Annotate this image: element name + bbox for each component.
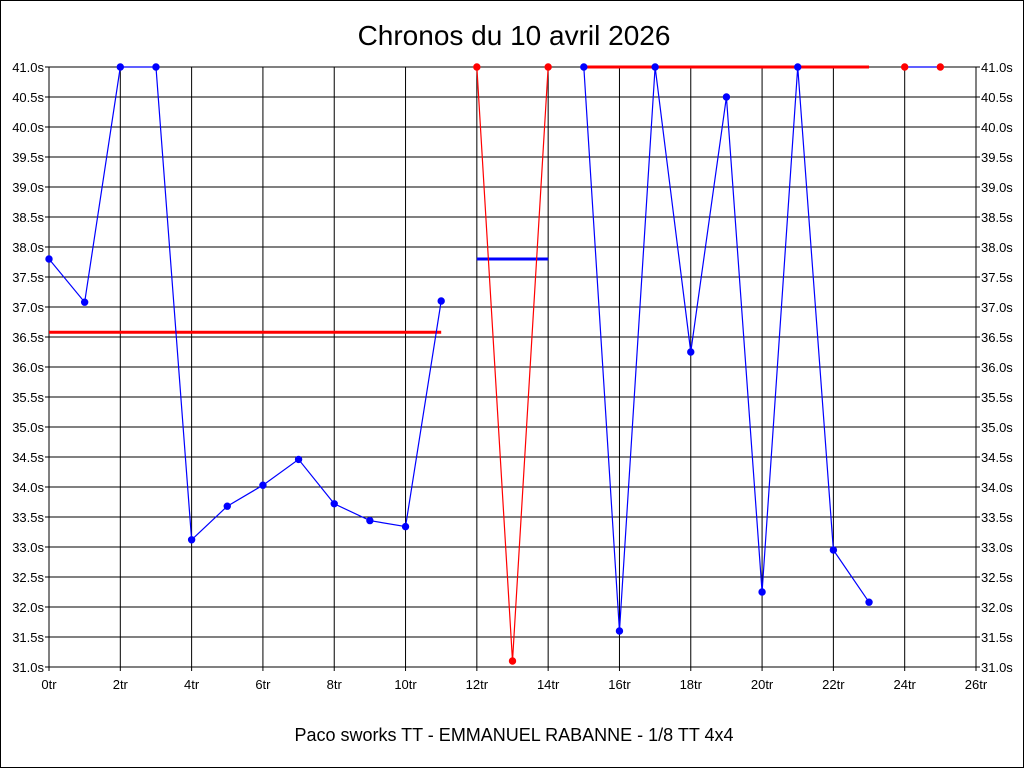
data-point	[794, 63, 802, 71]
data-point	[865, 598, 873, 606]
y-tick-label-right: 35.5s	[981, 390, 1013, 405]
y-tick-label-left: 35.5s	[12, 390, 44, 405]
data-point	[330, 500, 338, 508]
y-tick-label-right: 38.0s	[981, 240, 1013, 255]
x-tick-label: 14tr	[537, 677, 560, 692]
x-tick-label: 2tr	[113, 677, 129, 692]
y-tick-label-left: 39.5s	[12, 150, 44, 165]
x-tick-label: 10tr	[394, 677, 417, 692]
data-point	[651, 63, 659, 71]
y-tick-label-left: 41.0s	[12, 60, 44, 75]
data-point	[80, 298, 89, 306]
axis-ticks: 31.0s 31.0s 31.5s 31.5s 32.0s 32.0s 32.5s 32.5s…	[12, 60, 1013, 692]
x-tick-label: 24tr	[893, 677, 916, 692]
x-tick-label: 22tr	[822, 677, 845, 692]
y-tick-label-right: 36.5s	[981, 330, 1013, 345]
y-tick-label-right: 31.5s	[981, 630, 1013, 645]
y-tick-label-left: 32.0s	[12, 600, 44, 615]
y-tick-label-right: 32.5s	[981, 570, 1013, 585]
data-point	[259, 481, 267, 489]
y-tick-label-right: 32.0s	[981, 600, 1013, 615]
data-point	[437, 297, 445, 305]
y-tick-label-left: 36.5s	[12, 330, 44, 345]
y-tick-label-left: 34.0s	[12, 480, 44, 495]
x-tick-label: 8tr	[327, 677, 343, 692]
data-point	[900, 63, 909, 71]
y-tick-label-left: 38.0s	[12, 240, 44, 255]
data-point	[544, 63, 552, 71]
y-tick-label-left: 34.5s	[12, 450, 44, 465]
y-tick-label-right: 40.5s	[981, 90, 1013, 105]
y-tick-label-right: 31.0s	[981, 660, 1013, 675]
y-tick-label-left: 32.5s	[12, 570, 44, 585]
y-tick-label-right: 38.5s	[981, 210, 1013, 225]
data-point	[223, 502, 231, 510]
x-tick-label: 20tr	[751, 677, 774, 692]
x-tick-label: 6tr	[255, 677, 271, 692]
data-point	[116, 63, 125, 71]
chart-subtitle: Paco sworks TT - EMMANUEL RABANNE - 1/8 …	[294, 725, 733, 745]
y-tick-label-right: 37.0s	[981, 300, 1013, 315]
y-tick-label-left: 33.5s	[12, 510, 44, 525]
y-tick-label-right: 33.0s	[981, 540, 1013, 555]
data-point	[45, 255, 53, 263]
data-point	[580, 63, 588, 71]
y-tick-label-left: 37.0s	[12, 300, 44, 315]
grid-lines	[48, 66, 977, 668]
data-point	[687, 348, 695, 356]
data-point	[187, 536, 196, 544]
y-tick-label-right: 37.5s	[981, 270, 1013, 285]
x-tick-label: 12tr	[466, 677, 489, 692]
x-tick-label: 18tr	[680, 677, 703, 692]
y-tick-label-left: 31.5s	[12, 630, 44, 645]
y-tick-label-right: 34.5s	[981, 450, 1013, 465]
y-tick-label-right: 35.0s	[981, 420, 1013, 435]
data-point	[152, 63, 160, 71]
data-point	[401, 522, 410, 531]
x-tick-label: 0tr	[41, 677, 57, 692]
y-tick-label-left: 39.0s	[12, 180, 44, 195]
data-point	[508, 657, 517, 665]
x-tick-label: 16tr	[608, 677, 631, 692]
y-tick-label-left: 31.0s	[12, 660, 44, 675]
y-tick-label-left: 38.5s	[12, 210, 44, 225]
y-tick-label-left: 35.0s	[12, 420, 44, 435]
y-tick-label-right: 34.0s	[981, 480, 1013, 495]
data-points	[45, 63, 945, 665]
y-tick-label-right: 36.0s	[981, 360, 1013, 375]
data-point	[473, 63, 481, 71]
y-tick-label-right: 41.0s	[981, 60, 1013, 75]
y-tick-label-right: 39.5s	[981, 150, 1013, 165]
y-tick-label-left: 40.5s	[12, 90, 44, 105]
x-tick-label: 26tr	[965, 677, 988, 692]
y-tick-label-left: 40.0s	[12, 120, 44, 135]
data-point	[758, 588, 766, 596]
chart-title: Chronos du 10 avril 2026	[358, 20, 671, 51]
data-point	[366, 516, 374, 525]
y-tick-label-right: 40.0s	[981, 120, 1013, 135]
data-point	[294, 455, 303, 464]
data-point	[829, 546, 838, 554]
y-tick-label-right: 33.5s	[981, 510, 1013, 525]
data-point	[936, 63, 945, 71]
data-point	[722, 93, 731, 101]
series-line	[48, 66, 442, 542]
x-tick-label: 4tr	[184, 677, 200, 692]
y-tick-label-left: 37.5s	[12, 270, 44, 285]
data-point	[615, 627, 624, 635]
y-tick-label-left: 33.0s	[12, 540, 44, 555]
y-tick-label-left: 36.0s	[12, 360, 44, 375]
y-tick-label-right: 39.0s	[981, 180, 1013, 195]
